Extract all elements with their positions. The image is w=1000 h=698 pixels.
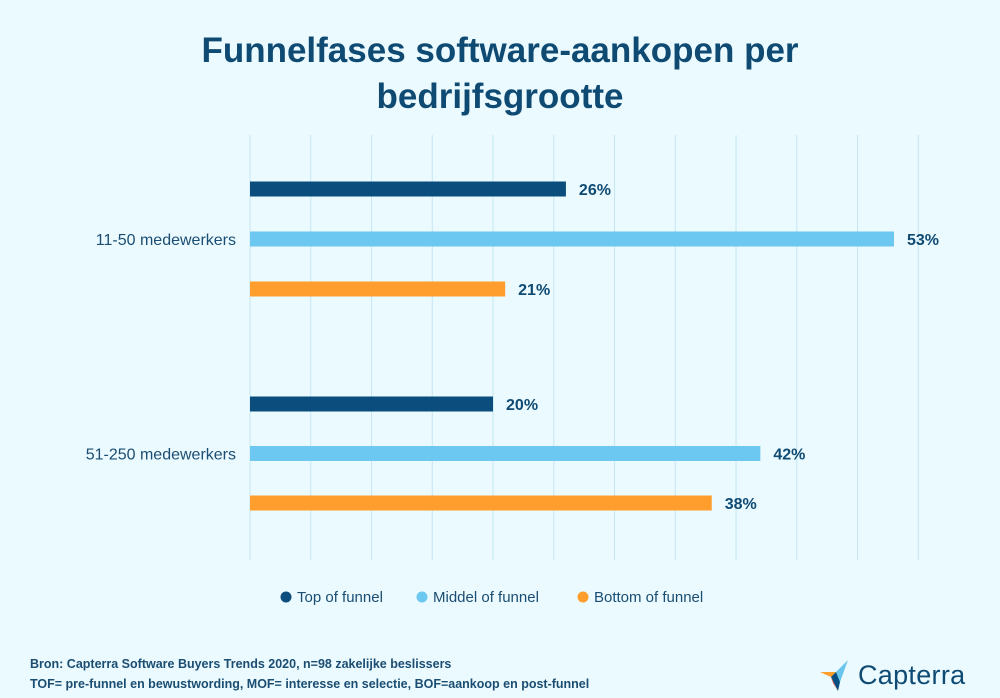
legend-entry: Top of funnel: [297, 589, 383, 606]
category-labels: 11-50 medewerkers 51-250 medewerkers: [86, 232, 236, 464]
data-label: 21%: [518, 282, 550, 299]
legend-entry: Middel of funnel: [433, 589, 539, 606]
data-label: 26%: [579, 182, 611, 199]
bar: [250, 495, 712, 511]
data-label: 20%: [506, 397, 538, 414]
gridlines: [249, 135, 919, 560]
legend-entry: Bottom of funnel: [594, 589, 703, 606]
bar: [250, 446, 761, 461]
bar: [250, 231, 894, 247]
category-label: 11-50 medewerkers: [96, 232, 236, 249]
bars: 26% 53% 21% 20% 42% 38%: [250, 181, 939, 513]
data-label: 42%: [773, 447, 805, 464]
bar: [250, 281, 506, 297]
chart-title-line: bedrijfsgrootte: [377, 77, 624, 116]
chart-title-line: Funnelfases software-aankopen per: [201, 31, 798, 70]
bar: [250, 181, 566, 197]
legend: Top of funnel Middel of funnel Bottom of f…: [280, 589, 703, 606]
legend-marker: [280, 591, 292, 603]
source-note: Bron: Capterra Software Buyers Trends 20…: [30, 657, 452, 671]
legend-marker: [577, 591, 589, 603]
chart-title: Funnelfases software-aankopen per bedrijf…: [201, 31, 798, 116]
legend-marker: [416, 591, 428, 603]
definitions-note: TOF= pre-funnel en bewustwording, MOF= i…: [30, 677, 590, 691]
category-label: 51-250 medewerkers: [86, 447, 236, 464]
capterra-logo-icon: [820, 660, 848, 691]
data-label: 53%: [907, 232, 939, 249]
capterra-logo: Capterra: [818, 655, 965, 695]
data-label: 38%: [725, 496, 757, 513]
bar: [250, 396, 494, 412]
capterra-logo-text: Capterra: [858, 659, 966, 690]
